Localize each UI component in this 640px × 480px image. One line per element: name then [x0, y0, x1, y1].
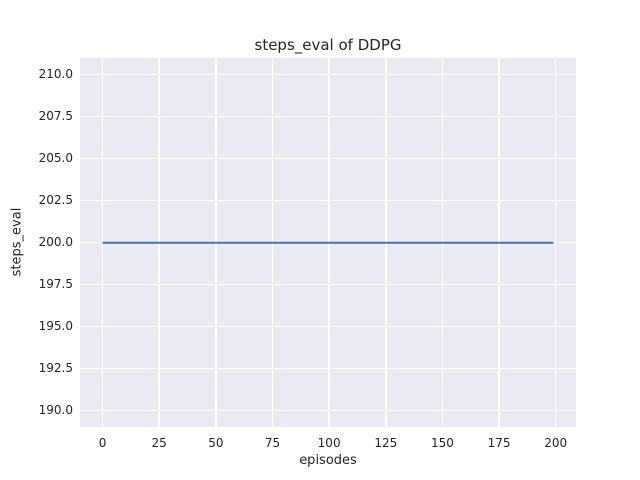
- x-axis-label: episodes: [299, 453, 357, 468]
- y-gridline: [80, 409, 576, 412]
- plot-area: [80, 57, 576, 428]
- y-gridline: [80, 283, 576, 286]
- chart-title: steps_eval of DDPG: [254, 36, 402, 54]
- y-tick-label: 192.5: [38, 361, 73, 376]
- y-gridline: [80, 73, 576, 76]
- y-tick-label: 207.5: [38, 109, 73, 124]
- x-tick-label: 25: [151, 436, 167, 450]
- y-tick-label: 205.0: [38, 151, 73, 166]
- x-tick-label: 50: [208, 436, 224, 450]
- x-tick-label: 150: [430, 436, 454, 450]
- y-tick-label: 190.0: [38, 403, 73, 418]
- y-gridline: [80, 367, 576, 370]
- y-tick-label: 202.5: [38, 193, 73, 208]
- y-tick-label: 197.5: [38, 277, 73, 292]
- x-tick-label: 75: [264, 436, 281, 450]
- x-tick-label: 125: [374, 436, 398, 450]
- y-gridline: [80, 325, 576, 328]
- series-layer: [102, 241, 554, 244]
- x-tick-label: 0: [98, 436, 107, 450]
- y-tick-label: 210.0: [38, 67, 73, 82]
- x-tick-label: 100: [317, 436, 341, 450]
- x-tick-label: 175: [487, 436, 511, 450]
- x-tick-label: 200: [544, 436, 568, 450]
- y-tick-label: 195.0: [38, 319, 73, 334]
- y-gridline: [80, 115, 576, 118]
- y-gridline: [80, 157, 576, 160]
- y-gridline: [80, 199, 576, 202]
- y-tick-label: 200.0: [38, 235, 73, 250]
